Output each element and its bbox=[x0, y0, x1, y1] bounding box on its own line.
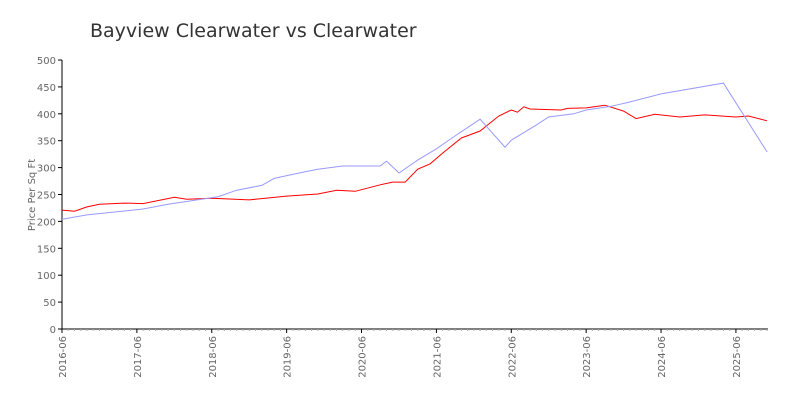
series-line-2 bbox=[61, 82, 768, 220]
x-tick-label: 2018-06 bbox=[208, 336, 219, 378]
y-tick-label: 400 bbox=[37, 110, 56, 121]
x-tick-label: 2019-06 bbox=[283, 336, 294, 378]
y-tick-label: 350 bbox=[37, 137, 56, 148]
y-tick-label: 500 bbox=[37, 56, 56, 67]
x-tick-label: 2016-06 bbox=[58, 336, 69, 378]
x-tick-label: 2021-06 bbox=[432, 336, 443, 378]
x-tick-label: 2022-06 bbox=[507, 336, 518, 378]
y-tick-label: 200 bbox=[37, 217, 56, 228]
x-tick-label: 2025-06 bbox=[732, 336, 743, 378]
y-tick-label: 100 bbox=[37, 271, 56, 282]
x-tick-label: 2023-06 bbox=[582, 336, 593, 378]
y-tick-label: 50 bbox=[43, 298, 56, 309]
y-axis-label: Price Per Sq Ft bbox=[27, 159, 38, 231]
y-tick-label: 300 bbox=[37, 164, 56, 175]
y-tick-label: 450 bbox=[37, 83, 56, 94]
y-tick-label: 150 bbox=[37, 244, 56, 255]
series-line-1 bbox=[61, 104, 768, 212]
x-tick-label: 2020-06 bbox=[358, 336, 369, 378]
y-tick-label: 0 bbox=[50, 325, 56, 336]
x-tick-label: 2024-06 bbox=[657, 336, 668, 378]
x-tick-label: 2017-06 bbox=[133, 336, 144, 378]
y-tick-label: 250 bbox=[37, 191, 56, 202]
chart-title: Bayview Clearwater vs Clearwater bbox=[90, 20, 417, 42]
